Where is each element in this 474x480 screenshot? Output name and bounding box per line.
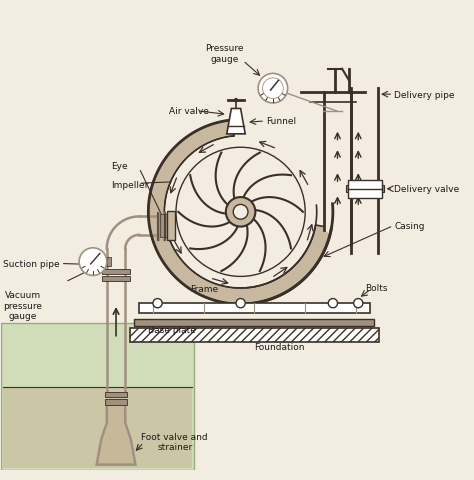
Text: Foot valve and
strainer: Foot valve and strainer xyxy=(141,432,208,451)
Bar xyxy=(135,320,374,326)
Text: Frame: Frame xyxy=(190,285,218,293)
Bar xyxy=(156,212,158,240)
Text: Suction pipe: Suction pipe xyxy=(3,260,60,268)
Text: Delivery pipe: Delivery pipe xyxy=(394,91,455,99)
Bar xyxy=(139,303,370,313)
Text: Foundation: Foundation xyxy=(255,343,305,352)
Bar xyxy=(130,328,379,343)
Bar xyxy=(102,277,130,281)
Polygon shape xyxy=(99,424,134,462)
Circle shape xyxy=(236,299,245,308)
Circle shape xyxy=(233,205,248,220)
Bar xyxy=(107,257,111,267)
Bar xyxy=(102,270,130,275)
Text: Pressure
gauge: Pressure gauge xyxy=(205,44,244,64)
Text: Delivery valve: Delivery valve xyxy=(394,185,459,194)
Circle shape xyxy=(258,74,288,104)
Text: Vacuum
pressure
gauge: Vacuum pressure gauge xyxy=(3,291,42,320)
Circle shape xyxy=(226,198,255,227)
Polygon shape xyxy=(97,405,136,465)
Bar xyxy=(164,212,165,240)
Text: Funnel: Funnel xyxy=(266,117,296,126)
Text: Air valve: Air valve xyxy=(169,107,209,116)
Text: Eye: Eye xyxy=(111,162,128,171)
Circle shape xyxy=(153,299,162,308)
Bar xyxy=(105,399,127,405)
Text: Bolts: Bolts xyxy=(365,283,388,292)
Text: Base plate: Base plate xyxy=(148,325,196,334)
Bar xyxy=(347,180,382,199)
Bar xyxy=(346,186,351,193)
Bar xyxy=(105,392,127,397)
Text: Casing: Casing xyxy=(394,222,425,231)
Polygon shape xyxy=(227,109,245,134)
Circle shape xyxy=(354,299,363,308)
Circle shape xyxy=(234,99,238,103)
Polygon shape xyxy=(3,387,192,468)
Text: Impeller: Impeller xyxy=(111,180,149,189)
Polygon shape xyxy=(0,323,194,470)
Bar xyxy=(378,186,383,193)
Bar xyxy=(167,212,175,241)
Bar xyxy=(160,215,164,238)
Polygon shape xyxy=(148,120,331,304)
Bar xyxy=(165,215,170,238)
Circle shape xyxy=(165,137,316,288)
Polygon shape xyxy=(324,93,351,245)
Circle shape xyxy=(328,299,337,308)
Circle shape xyxy=(79,248,107,276)
Bar xyxy=(103,257,108,267)
